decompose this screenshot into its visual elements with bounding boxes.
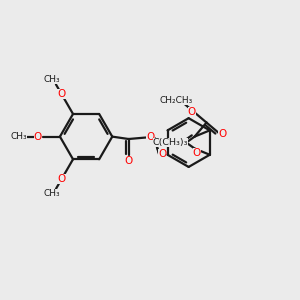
Text: CH₃: CH₃	[10, 132, 27, 141]
Text: O: O	[158, 149, 166, 159]
Text: C(CH₃)₃: C(CH₃)₃	[153, 138, 188, 147]
Text: CH₃: CH₃	[43, 75, 60, 84]
Text: O: O	[34, 132, 42, 142]
Text: O: O	[124, 156, 133, 166]
Text: O: O	[146, 132, 155, 142]
Text: CH₂CH₃: CH₂CH₃	[160, 96, 193, 105]
Text: O: O	[188, 107, 196, 117]
Text: O: O	[218, 129, 226, 139]
Text: CH₃: CH₃	[43, 189, 60, 198]
Text: O: O	[57, 174, 66, 184]
Text: O: O	[57, 89, 66, 99]
Text: O: O	[193, 148, 201, 158]
